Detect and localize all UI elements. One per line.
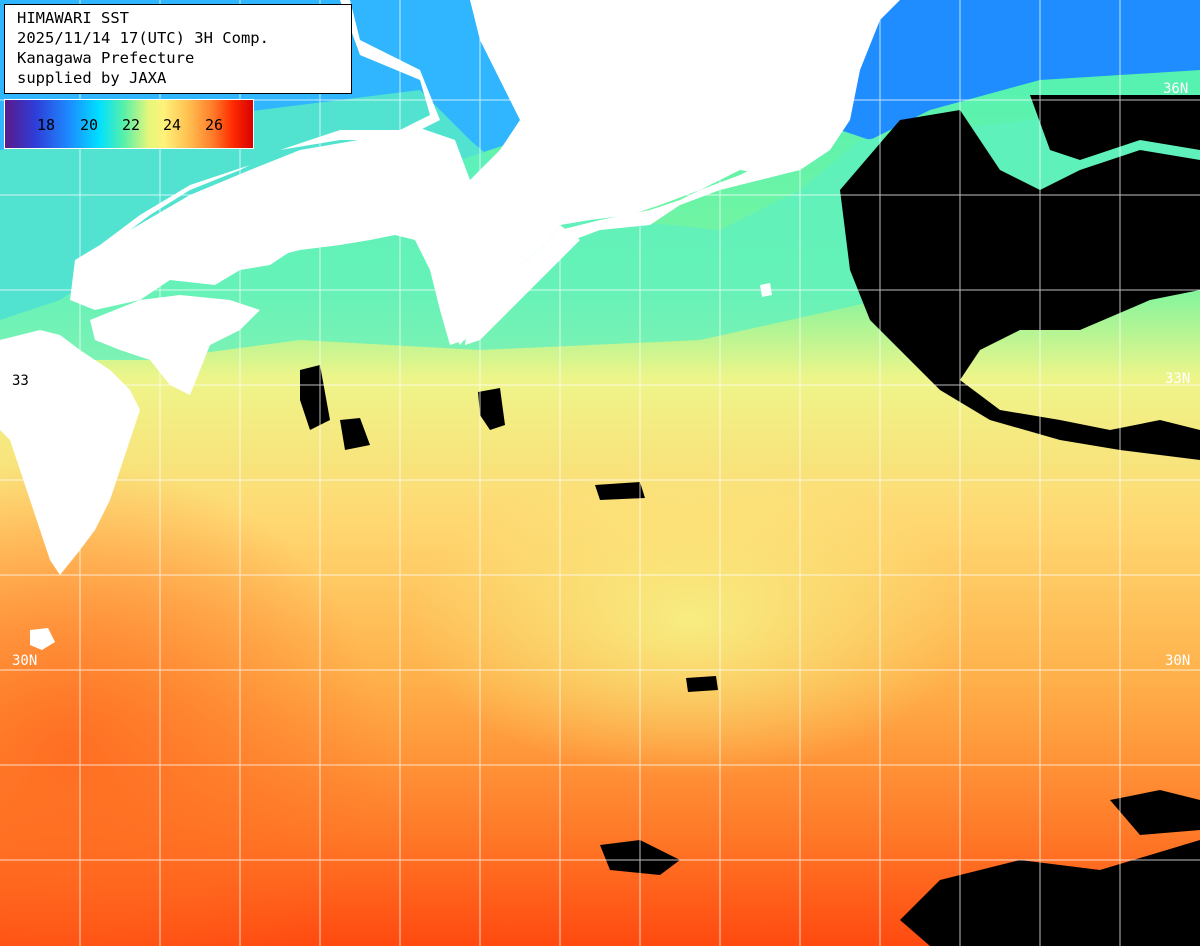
no-data-small-3 [300, 365, 330, 430]
title-line-product: HIMAWARI SST [17, 9, 129, 27]
no-data-east [840, 110, 1200, 460]
land-island-1 [30, 628, 55, 650]
temperature-legend: 18 20 22 24 26 [4, 99, 254, 149]
legend-tick-26: 26 [204, 116, 224, 134]
title-line-credit: supplied by JAXA [17, 69, 167, 87]
legend-tick-24: 24 [162, 116, 182, 134]
lat-label-33-left: 33 [12, 373, 29, 389]
cold-water-northeast [840, 0, 1200, 140]
lat-label-36n-right: 36N [1163, 81, 1189, 97]
land-shikoku [90, 295, 260, 395]
map-title-box: HIMAWARI SST 2025/11/14 17(UTC) 3H Comp.… [4, 4, 352, 94]
no-data-small-5 [340, 418, 370, 450]
no-data-small-1 [478, 388, 505, 430]
land-kyushu [0, 330, 140, 575]
no-data-east-north [1030, 95, 1200, 160]
no-data-south-2 [900, 840, 1200, 946]
lon-label-136e: 136E [481, 2, 497, 36]
no-data-south-3 [1110, 790, 1200, 835]
no-data-small-4 [595, 482, 645, 500]
lat-label-30n-left: 30N [12, 653, 38, 669]
title-line-prefecture: Kanagawa Prefecture [17, 49, 195, 67]
land-kii [465, 225, 580, 345]
legend-tick-20: 20 [79, 116, 99, 134]
lat-label-33n-right: 33N [1165, 371, 1191, 387]
no-data-small-2 [686, 676, 718, 692]
lat-label-30n-right: 30N [1165, 653, 1191, 669]
title-line-date: 2025/11/14 17(UTC) 3H Comp. [17, 29, 269, 47]
legend-tick-18: 18 [36, 116, 56, 134]
legend-tick-22: 22 [121, 116, 141, 134]
